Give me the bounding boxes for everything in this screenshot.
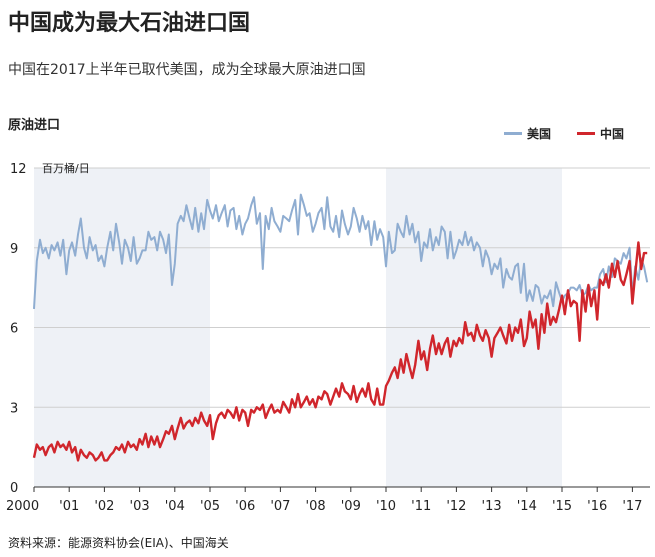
x-tick-label-2016: '16 — [587, 499, 607, 514]
series-line-china — [32, 241, 648, 462]
page-subtitle: 中国在2017上半年已取代美国，成为全球最大原油进口国 — [8, 62, 366, 78]
x-tick-label-2004: '04 — [165, 499, 185, 514]
page-title: 中国成为最大石油进口国 — [8, 10, 251, 36]
y-tick-label-3: 3 — [10, 401, 18, 416]
chart-area: 0 3 6 9 12 百万桶/日 2000 '01 '02 '03 '04 '05 '06 '07 '08 '… — [6, 161, 650, 514]
chart-legend: 美国 中国 — [504, 125, 624, 142]
x-tick-label-2001: '01 — [59, 499, 79, 514]
y-axis-unit: 百万桶/日 — [42, 161, 90, 175]
y-tick-label-0: 0 — [10, 481, 18, 496]
legend-item-us: 美国 — [504, 125, 551, 142]
series-line-us — [33, 193, 649, 309]
legend-swatch-us — [504, 132, 522, 135]
x-tick-label-2012: '12 — [446, 499, 466, 514]
x-tick-label-2003: '03 — [130, 499, 150, 514]
x-tick-label-2013: '13 — [482, 499, 502, 514]
x-tick-label-2002: '02 — [94, 499, 114, 514]
x-tick-label-2015: '15 — [552, 499, 572, 514]
source-note: 资料来源：能源资料协会(EIA)、中国海关 — [8, 536, 229, 550]
chart-title: 原油进口 — [8, 118, 61, 133]
legend-swatch-china — [577, 132, 596, 135]
x-tick-label-2000: 2000 — [6, 499, 39, 514]
x-tick-label-2014: '14 — [517, 499, 537, 514]
x-tick-label-2011: '11 — [411, 499, 431, 514]
x-tick-label-2017: '17 — [622, 499, 642, 514]
x-tick-label-2007: '07 — [270, 499, 290, 514]
legend-label-china: 中国 — [600, 127, 625, 141]
legend-label-us: 美国 — [527, 127, 552, 141]
x-tick-label-2006: '06 — [235, 499, 255, 514]
x-tick-label-2009: '09 — [341, 499, 361, 514]
legend-item-china: 中国 — [577, 125, 624, 142]
y-tick-label-12: 12 — [10, 162, 27, 177]
x-tick-label-2008: '08 — [306, 499, 326, 514]
y-tick-label-9: 9 — [10, 242, 18, 257]
y-tick-label-6: 6 — [10, 322, 18, 337]
x-tick-label-2005: '05 — [200, 499, 220, 514]
x-tick-label-2010: '10 — [376, 499, 396, 514]
